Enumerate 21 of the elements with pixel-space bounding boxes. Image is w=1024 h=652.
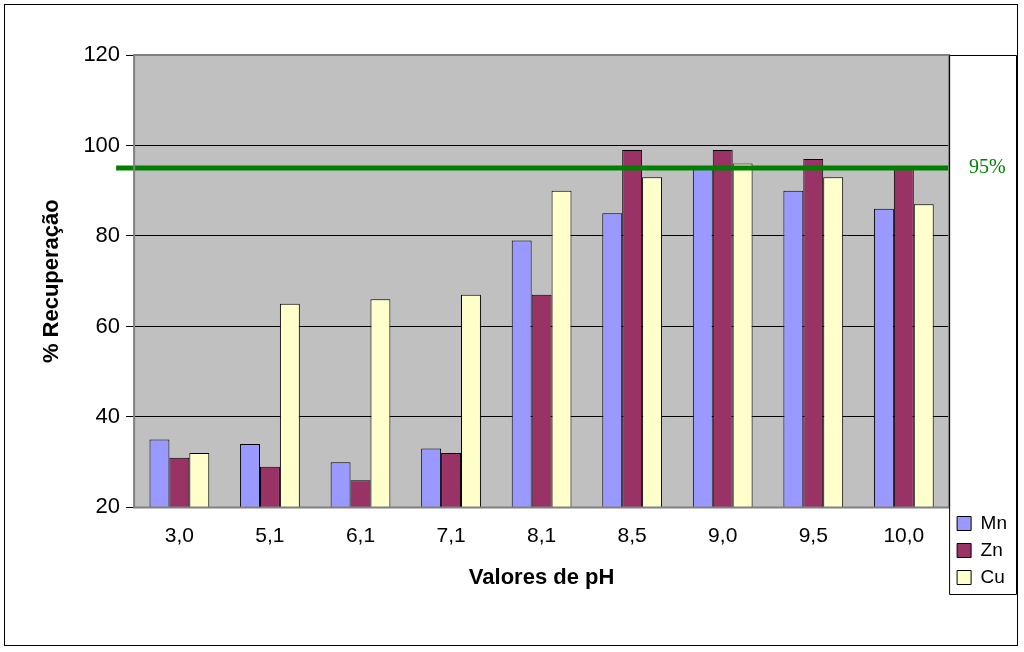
- y-tick-label: 100: [83, 131, 121, 157]
- x-tick-label: 3,0: [164, 522, 194, 546]
- y-axis-title: % Recuperação: [38, 199, 64, 364]
- ref-line-label: 95%: [969, 155, 1006, 178]
- x-tick-label: 9,0: [708, 522, 738, 546]
- x-tick-label: 6,1: [345, 522, 376, 546]
- legend-label: Cu: [980, 565, 1005, 587]
- x-tick-label: 7,1: [436, 522, 466, 546]
- legend-label: Zn: [980, 538, 1003, 560]
- x-tick-label: 8,1: [527, 522, 557, 546]
- x-tick-label: 10,0: [883, 522, 925, 546]
- x-axis-title: Valores de pH: [468, 563, 615, 589]
- x-tick-label: 5,1: [255, 522, 285, 546]
- y-tick-label: 20: [95, 493, 121, 519]
- y-tick-label: 40: [95, 402, 121, 428]
- y-tick-label: 80: [95, 222, 121, 248]
- x-tick-label: 8,5: [617, 522, 647, 546]
- legend-label: Mn: [980, 511, 1008, 533]
- x-tick-label: 9,5: [798, 522, 828, 546]
- y-tick-label: 60: [95, 312, 121, 338]
- y-tick-label: 120: [83, 41, 121, 67]
